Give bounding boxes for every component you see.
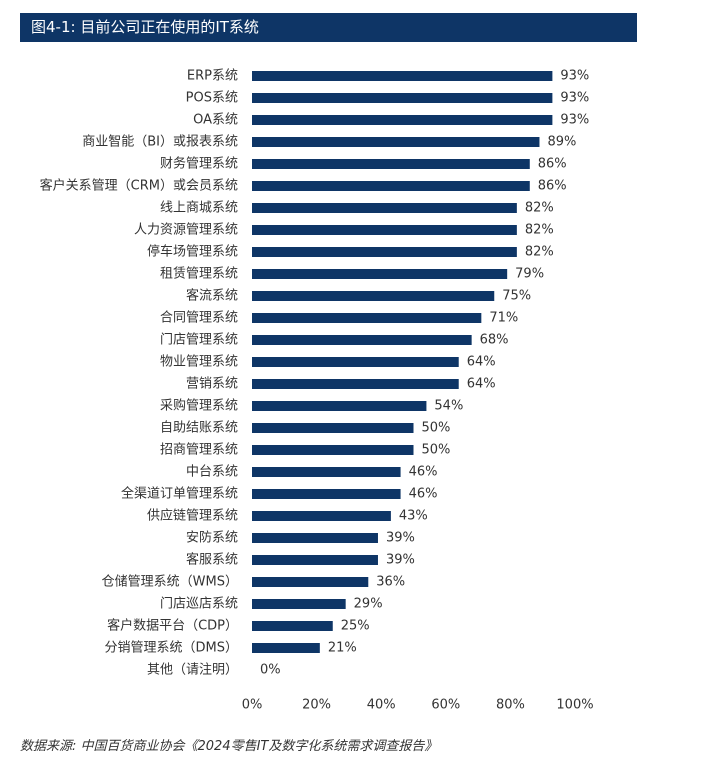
- bar: [252, 643, 320, 653]
- category-label: 全渠道订单管理系统: [121, 486, 238, 502]
- category-label: 客户数据平台（CDP）: [107, 618, 238, 634]
- value-label: 0%: [260, 663, 281, 678]
- value-label: 71%: [489, 311, 518, 326]
- bar: [252, 599, 346, 609]
- value-label: 93%: [560, 69, 589, 84]
- category-label: 物业管理系统: [160, 355, 238, 370]
- category-label: 线上商城系统: [160, 201, 238, 216]
- category-label: 合同管理系统: [160, 311, 238, 326]
- category-label: ERP系统: [187, 69, 238, 84]
- value-label: 21%: [328, 641, 357, 656]
- bar: [252, 181, 530, 191]
- value-label: 93%: [560, 113, 589, 128]
- category-label: 中台系统: [186, 465, 238, 480]
- value-labels-layer: 93% 93% 93% 89% 86% 86% 82% 82% 82% 79% 75% 71% 68% 6…: [260, 69, 589, 678]
- value-label: 93%: [560, 91, 589, 106]
- bar: [252, 357, 459, 367]
- value-label: 29%: [354, 597, 383, 612]
- category-label: 其他（请注明）: [147, 663, 238, 678]
- x-tick-label: 40%: [367, 698, 396, 713]
- category-label: 客服系统: [186, 552, 238, 568]
- value-label: 50%: [422, 443, 451, 458]
- bar: [252, 159, 530, 169]
- bar: [252, 467, 401, 477]
- value-label: 89%: [547, 135, 576, 150]
- x-tick-label: 0%: [242, 698, 263, 713]
- x-tick-label: 20%: [302, 698, 331, 713]
- category-label: 门店巡店系统: [160, 597, 238, 612]
- category-label: 人力资源管理系统: [134, 223, 238, 238]
- value-label: 68%: [480, 333, 509, 348]
- category-label: 财务管理系统: [160, 156, 238, 172]
- bar: [252, 203, 517, 213]
- value-label: 25%: [341, 619, 370, 634]
- value-label: 46%: [409, 465, 438, 480]
- bar: [252, 445, 414, 455]
- bar: [252, 511, 391, 521]
- source-note: 数据来源: 中国百货商业协会《2024零售IT及数字化系统需求调查报告》: [20, 739, 438, 754]
- bar: [252, 225, 517, 235]
- bar: [252, 247, 517, 257]
- value-label: 82%: [525, 245, 554, 260]
- category-label: POS系统: [186, 91, 238, 106]
- x-tick-label: 80%: [496, 698, 525, 713]
- bar: [252, 533, 378, 543]
- bar: [252, 93, 553, 103]
- value-label: 86%: [538, 157, 567, 172]
- category-label: 自助结账系统: [160, 421, 238, 436]
- category-labels-layer: ERP系统 POS系统 OA系统商业智能（BI）或报表系统财务管理系统客户关系管理（…: [40, 69, 238, 678]
- bar: [252, 379, 459, 389]
- bar: [252, 137, 540, 147]
- category-label: 分销管理系统（DMS）: [105, 641, 238, 656]
- x-tick-label: 60%: [431, 698, 460, 713]
- bar: [252, 71, 553, 81]
- bar: [252, 489, 401, 499]
- category-label: 客流系统: [186, 288, 238, 304]
- category-label: 招商管理系统: [160, 443, 238, 458]
- category-label: 客户关系管理（CRM）或会员系统: [40, 178, 238, 194]
- value-label: 43%: [399, 509, 428, 524]
- category-label: 停车场管理系统: [147, 244, 238, 260]
- value-label: 82%: [525, 201, 554, 216]
- category-label: 营销系统: [186, 377, 238, 392]
- chart-title: 图4-1: 目前公司正在使用的IT系统: [20, 13, 637, 42]
- bar-chart: ERP系统 POS系统 OA系统商业智能（BI）或报表系统财务管理系统客户关系管理（…: [40, 69, 594, 713]
- bar: [252, 555, 378, 565]
- x-axis-ticks: 0% 20% 40% 60% 80% 100%: [242, 698, 594, 713]
- bar: [252, 269, 508, 279]
- x-tick-label: 100%: [556, 698, 593, 713]
- value-label: 39%: [386, 553, 415, 568]
- category-label: 供应链管理系统: [147, 508, 238, 524]
- bar: [252, 335, 472, 345]
- value-label: 64%: [467, 377, 496, 392]
- bars-layer: [252, 71, 553, 653]
- value-label: 75%: [502, 289, 531, 304]
- value-label: 36%: [376, 575, 405, 590]
- value-label: 46%: [409, 487, 438, 502]
- category-label: 租赁管理系统: [160, 267, 238, 282]
- bar: [252, 291, 495, 301]
- bar: [252, 115, 553, 125]
- bar: [252, 401, 427, 411]
- value-label: 54%: [434, 399, 463, 414]
- value-label: 79%: [515, 267, 544, 282]
- category-label: 仓储管理系统（WMS）: [102, 575, 238, 590]
- category-label: 采购管理系统: [160, 398, 238, 414]
- value-label: 86%: [538, 179, 567, 194]
- bar: [252, 423, 414, 433]
- bar: [252, 621, 333, 631]
- value-label: 64%: [467, 355, 496, 370]
- category-label: OA系统: [193, 113, 238, 128]
- value-label: 39%: [386, 531, 415, 546]
- category-label: 门店管理系统: [160, 333, 238, 348]
- value-label: 82%: [525, 223, 554, 238]
- bar: [252, 313, 482, 323]
- category-label: 安防系统: [186, 530, 238, 546]
- value-label: 50%: [422, 421, 451, 436]
- bar: [252, 577, 369, 587]
- category-label: 商业智能（BI）或报表系统: [82, 135, 238, 150]
